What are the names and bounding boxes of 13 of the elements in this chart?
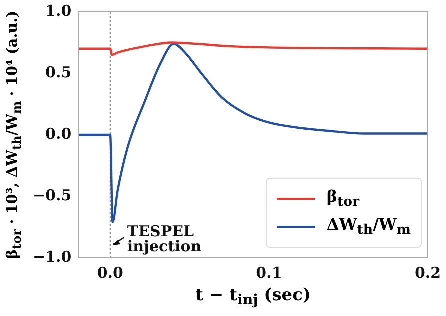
- legend-label: ΔW$_{th}$/W$_{m}$: [326, 215, 411, 239]
- x-axis-title: t − t$_{inj}$ (sec): [196, 285, 311, 309]
- annotation: TESPEL injection: [127, 222, 202, 256]
- x-tick-label: 0.1: [256, 264, 282, 282]
- y-tick-label: −1.0: [32, 248, 72, 266]
- line-series: [78, 42, 428, 56]
- y-tick-label: 0.5: [46, 63, 72, 82]
- x-tick-label: 0.0: [97, 264, 124, 282]
- y-tick-label: −0.5: [32, 186, 72, 204]
- x-tick-label: 0.2: [414, 264, 442, 282]
- y-tick-label: 0.0: [46, 124, 72, 143]
- y-tick-label: 1.0: [46, 2, 72, 20]
- legend-label: β$_{tor}$: [326, 187, 360, 211]
